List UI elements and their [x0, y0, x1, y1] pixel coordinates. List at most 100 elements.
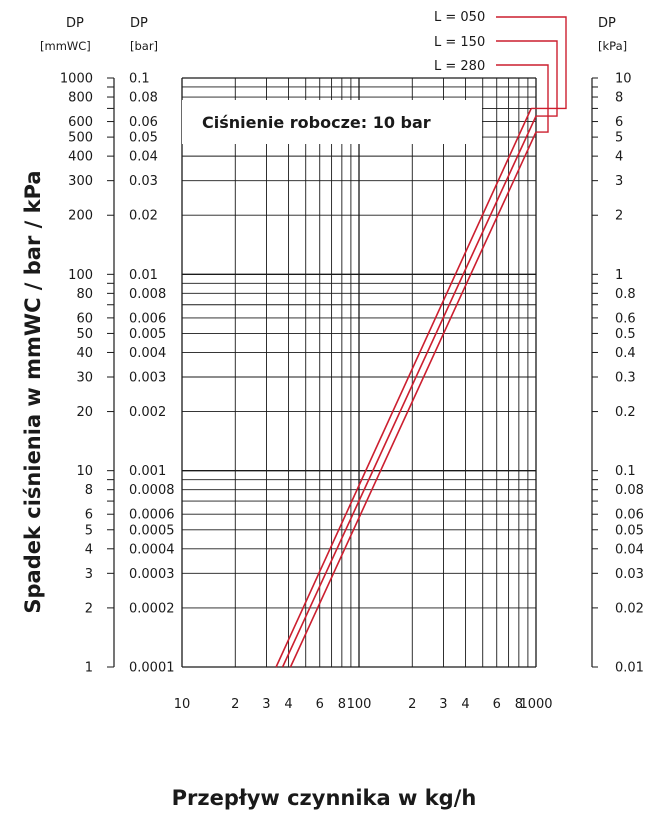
legend-label-280: L = 280 [434, 59, 485, 74]
mmwc-tick-label: 200 [68, 209, 93, 224]
mmwc-tick-label: 3 [85, 567, 93, 582]
x-tick-label: 2 [408, 697, 416, 712]
x-tick-label: 4 [461, 697, 469, 712]
bar-tick-label: 0.02 [129, 209, 158, 224]
x-tick-label: 8 [338, 697, 346, 712]
bar-tick-label: 0.06 [129, 115, 158, 130]
legend-leaders [496, 16, 567, 133]
chart-curves [275, 108, 537, 668]
kpa-tick-label: 5 [615, 131, 623, 146]
kpa-axis-unit: [kPa] [598, 39, 627, 53]
chart-grid [107, 77, 598, 668]
kpa-tick-label: 0.03 [615, 567, 644, 582]
bar-tick-label: 0.05 [129, 131, 158, 146]
mmwc-tick-label: 8 [85, 483, 93, 498]
bar-tick-label: 0.08 [129, 91, 158, 106]
mmwc-tick-label: 100 [68, 268, 93, 283]
mmwc-tick-label: 800 [68, 91, 93, 106]
working-pressure-annotation: Ciśnienie robocze: 10 bar [202, 113, 431, 132]
kpa-tick-label: 0.06 [615, 508, 644, 523]
kpa-tick-label: 0.3 [615, 370, 636, 385]
x-tick-label: 4 [284, 697, 292, 712]
kpa-tick-label: 0.5 [615, 327, 636, 342]
bar-tick-label: 0.004 [129, 346, 166, 361]
bar-tick-label: 0.008 [129, 287, 166, 302]
mmwc-tick-label: 1000 [60, 72, 93, 87]
legend-leader-line [496, 16, 567, 110]
mmwc-tick-label: 2 [85, 601, 93, 616]
mmwc-tick-label: 80 [76, 287, 93, 302]
kpa-tick-label: 0.6 [615, 311, 636, 326]
bar-tick-label: 0.0002 [129, 601, 175, 616]
series-line [281, 115, 537, 668]
mmwc-tick-label: 50 [76, 327, 93, 342]
x-tick-label: 3 [262, 697, 270, 712]
kpa-tick-label: 2 [615, 209, 623, 224]
bar-axis-header: DP [130, 16, 148, 31]
x-tick-label: 1000 [519, 697, 552, 712]
mmwc-tick-label: 300 [68, 174, 93, 189]
x-tick-label: 8 [515, 697, 523, 712]
bar-tick-label: 0.002 [129, 405, 166, 420]
kpa-tick-label: 0.01 [615, 661, 644, 676]
mmwc-axis-header: DP [66, 16, 84, 31]
bar-tick-label: 0.001 [129, 464, 166, 479]
kpa-tick-label: 3 [615, 174, 623, 189]
mmwc-tick-label: 40 [76, 346, 93, 361]
kpa-tick-label: 0.05 [615, 523, 644, 538]
mmwc-axis-unit: [mmWC] [40, 39, 91, 53]
series-line [289, 131, 537, 668]
x-tick-label: 6 [316, 697, 324, 712]
kpa-tick-label: 10 [615, 72, 632, 87]
mmwc-tick-label: 1 [85, 661, 93, 676]
mmwc-tick-label: 10 [76, 464, 93, 479]
bar-tick-label: 0.0001 [129, 661, 175, 676]
x-tick-label: 3 [439, 697, 447, 712]
annotation-box [182, 100, 482, 144]
bar-tick-label: 0.0005 [129, 523, 175, 538]
bar-tick-label: 0.03 [129, 174, 158, 189]
bar-tick-label: 0.04 [129, 150, 158, 165]
legend-label-150: L = 150 [434, 35, 485, 50]
kpa-tick-label: 0.08 [615, 483, 644, 498]
x-tick-label: 10 [174, 697, 191, 712]
x-tick-label: 6 [493, 697, 501, 712]
mmwc-tick-label: 400 [68, 150, 93, 165]
x-tick-label: 2 [231, 697, 239, 712]
bar-axis-unit: [bar] [130, 39, 158, 53]
mmwc-tick-label: 5 [85, 523, 93, 538]
bar-tick-label: 0.0003 [129, 567, 175, 582]
bar-tick-label: 0.0006 [129, 508, 175, 523]
mmwc-tick-label: 60 [76, 311, 93, 326]
kpa-tick-label: 0.2 [615, 405, 636, 420]
legend-label-050: L = 050 [434, 10, 485, 25]
kpa-tick-label: 0.04 [615, 542, 644, 557]
legend-leader-line [496, 64, 549, 133]
kpa-tick-label: 4 [615, 150, 623, 165]
kpa-tick-label: 0.4 [615, 346, 636, 361]
mmwc-tick-label: 4 [85, 542, 93, 557]
mmwc-tick-label: 500 [68, 131, 93, 146]
kpa-tick-label: 0.02 [615, 601, 644, 616]
legend-leader-line [496, 40, 558, 117]
mmwc-tick-label: 20 [76, 405, 93, 420]
mmwc-tick-label: 6 [85, 508, 93, 523]
mmwc-tick-label: 600 [68, 115, 93, 130]
kpa-tick-label: 0.1 [615, 464, 636, 479]
x-axis-label: Przepływ czynnika w kg/h [171, 786, 477, 810]
bar-tick-label: 0.006 [129, 311, 166, 326]
x-tick-label: 100 [347, 697, 372, 712]
y-axis-label: Spadek ciśnienia w mmWC / bar / kPa [21, 170, 45, 613]
kpa-axis-header: DP [598, 16, 616, 31]
kpa-tick-label: 8 [615, 91, 623, 106]
bar-tick-label: 0.003 [129, 370, 166, 385]
bar-tick-label: 0.0008 [129, 483, 175, 498]
bar-tick-label: 0.1 [129, 72, 150, 87]
series-line [275, 108, 532, 668]
kpa-tick-label: 1 [615, 268, 623, 283]
mmwc-tick-label: 30 [76, 370, 93, 385]
kpa-tick-label: 6 [615, 115, 623, 130]
bar-tick-label: 0.0004 [129, 542, 175, 557]
